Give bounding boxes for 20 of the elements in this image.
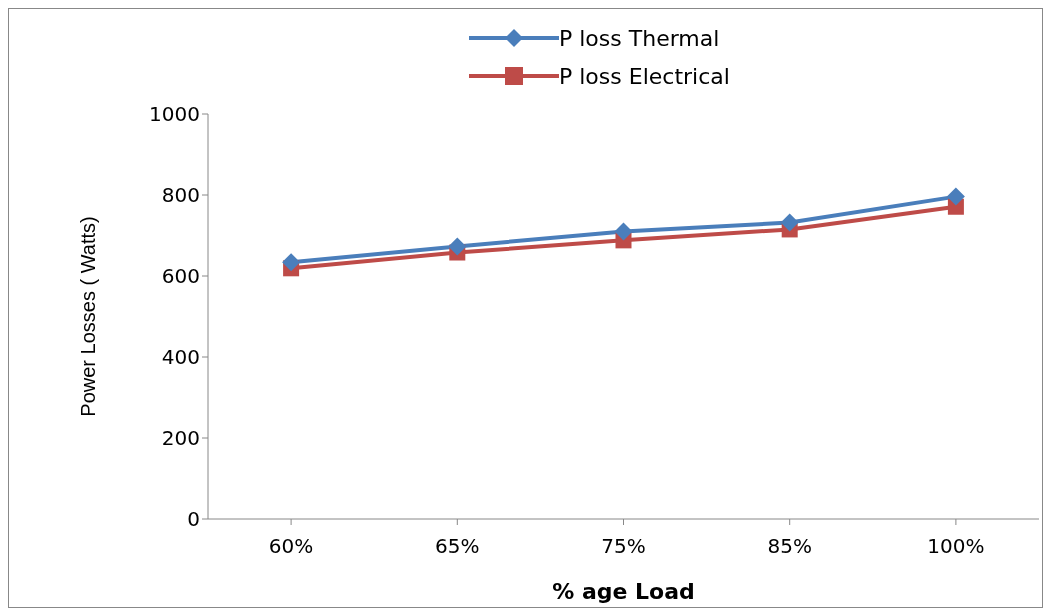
legend-label: P loss Electrical (559, 63, 730, 89)
y-tick-label: 800 (161, 183, 200, 208)
y-tick-label: 400 (161, 345, 200, 370)
x-tick-label: 100% (927, 534, 985, 559)
x-tick-label: 75% (601, 534, 646, 559)
y-axis-title: Power Losses ( Watts) (77, 216, 100, 417)
point (946, 187, 965, 206)
legend-label: P loss Thermal (559, 25, 720, 51)
x-tick-label: 85% (767, 534, 812, 559)
y-tick-label: 200 (161, 426, 200, 451)
point (282, 253, 301, 272)
point (614, 222, 633, 241)
y-tick-label: 0 (187, 507, 200, 532)
y-tick-label: 600 (161, 264, 200, 289)
x-tick-label: 60% (268, 534, 314, 559)
y-tick-label: 1000 (149, 102, 200, 127)
x-tick-label: 65% (435, 534, 480, 559)
point (448, 237, 467, 256)
point (780, 213, 799, 232)
x-axis-title: % age Load (552, 579, 695, 604)
